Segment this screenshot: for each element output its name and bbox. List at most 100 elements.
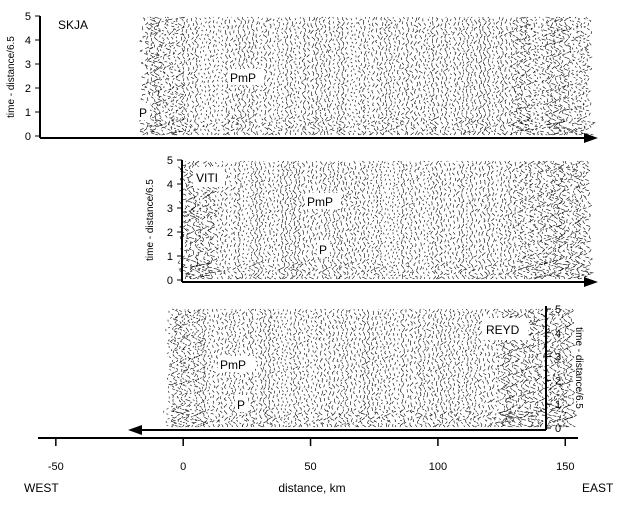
reyd-p-bg [235,395,248,412]
seismic-trace [188,16,196,136]
seismic-trace [209,308,218,428]
seismic-trace [385,308,394,428]
seismic-trace [252,160,260,280]
seismic-trace [206,308,214,428]
seismic-trace [552,16,566,136]
reyd-traces [163,308,578,428]
seismic-trace [458,308,466,428]
seismic-trace [147,16,160,136]
west-label: WEST [24,481,59,495]
seismic-trace [421,308,427,428]
seismic-trace [210,16,218,136]
seismic-trace [519,160,533,280]
seismic-trace [481,16,489,136]
seismic-trace [421,160,427,280]
time-tick-label: 3 [25,59,31,71]
seismic-trace [472,160,480,280]
seismic-trace [301,16,307,136]
seismic-trace [201,160,215,280]
seismic-trace [567,160,581,280]
seismic-trace [563,308,578,428]
seismic-trace [338,17,346,136]
seismic-trace [266,160,273,280]
seismic-trace [382,160,389,280]
distance-tick-label: 100 [429,461,447,473]
seismic-trace [299,160,307,280]
seismic-trace [248,160,256,280]
seismic-trace [156,16,170,136]
seismic-trace [296,16,303,136]
seismic-trace [283,308,290,428]
seismic-trace [370,308,377,428]
seismic-trace [335,161,342,280]
seismic-trace [395,16,402,136]
reyd-pmp-label: PmP [220,358,246,372]
distance-axis-title: distance, km [278,481,345,495]
seismic-trace [464,16,471,136]
seismic-trace [169,308,183,428]
viti-pmp-bg [305,193,341,209]
panel-reyd: 0 1 2 3 4 5 time - distance/6.5 REYD PmP P [128,304,584,435]
seismic-trace [317,308,324,428]
seismic-trace [527,160,545,280]
seismic-trace [256,160,264,280]
seismic-trace [295,160,303,280]
seismic-trace [344,308,350,428]
seismic-trace [304,16,312,136]
seismic-trace [304,308,311,428]
seismic-trace [526,308,539,428]
time-tick-label: 0 [167,275,173,287]
seismic-trace [467,16,475,136]
seismic-trace [430,160,436,280]
seismic-trace [231,160,239,280]
seismic-trace [261,160,268,280]
viti-time-ticks: 0 1 2 3 4 5 [167,155,182,287]
seismic-trace [334,308,342,428]
seismic-trace [526,16,538,136]
seismic-trace [219,16,226,136]
seismic-trace [512,160,518,280]
seismic-trace [352,308,358,428]
seismic-trace [529,308,543,428]
seismic-trace [215,16,221,136]
seismic-trace [561,308,574,428]
viti-label-bg [193,167,223,187]
panel-skja: 0 1 2 3 4 5 time - distance/6.5 SKJA PmP P [6,11,598,143]
time-tick-label: 0 [555,423,561,435]
seismic-trace [411,308,420,428]
seismic-trace [352,16,360,136]
time-tick-label: 4 [555,328,561,340]
seismic-trace [365,308,372,428]
skja-p-label: P [139,106,147,120]
seismic-trace [451,16,458,136]
distance-tick-label: 0 [180,461,186,473]
seismic-trace [579,16,596,136]
seismic-trace [193,16,200,136]
seismic-trace [219,160,226,280]
seismic-trace [476,16,484,136]
seismic-trace [291,160,298,280]
seismic-trace [165,16,178,136]
seismic-trace [262,16,269,136]
seismic-trace [309,308,316,428]
seismic-trace [507,160,514,280]
seismic-trace [356,308,363,428]
seismic-trace [312,16,320,136]
seismic-trace [390,160,397,280]
seismic-trace [370,16,377,136]
seismic-trace [450,308,459,428]
seismic-trace [351,160,358,280]
seismic-trace [197,160,212,280]
seismic-trace [391,308,397,428]
reyd-station-label: REYD [486,323,520,337]
time-tick-label: 4 [25,35,31,47]
seismic-trace [387,16,393,136]
seismic-trace [498,160,505,280]
seismic-trace [395,160,401,280]
seismic-trace [538,160,551,280]
seismic-trace [273,308,281,428]
seismic-trace [373,308,380,428]
distance-ticks: -50 0 50 100 150 [48,438,574,473]
seismic-trace [400,16,407,136]
seismic-trace [437,160,446,280]
